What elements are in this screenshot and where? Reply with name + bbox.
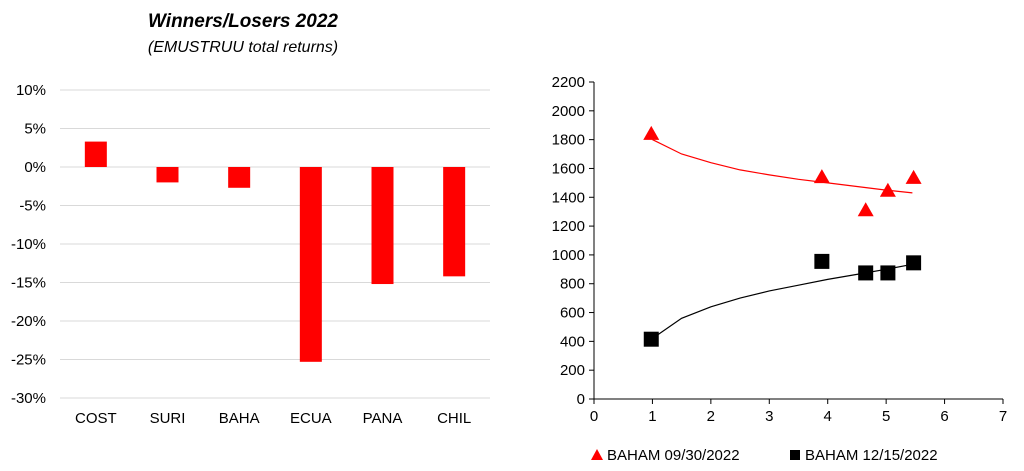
- y-axis-ticks: 10% 5% 0% -5% -10% -15% -20% -25% -30%: [11, 82, 46, 407]
- y-tick-label: 2200: [552, 74, 585, 91]
- point-triangle: [879, 182, 896, 197]
- x-tick-label: SURI: [150, 410, 186, 427]
- y-tick-label: -10%: [11, 236, 46, 253]
- y-tick-label: 200: [560, 362, 585, 379]
- x-tick-label: CHIL: [437, 410, 471, 427]
- bar-chart: Winners/Losers 2022 (EMUSTRUU total retu…: [11, 11, 490, 427]
- trendlines: [652, 139, 913, 339]
- chart-subtitle: (EMUSTRUU total returns): [148, 39, 338, 56]
- y-tick-label: 10%: [16, 82, 46, 99]
- y-tick-label: 2000: [552, 103, 585, 120]
- x-axis-ticks: 0 1 2 3 4 5 6 7: [590, 399, 1007, 425]
- y-tick-label: -5%: [19, 198, 46, 215]
- y-tick-label: 1600: [552, 160, 585, 177]
- point-triangle: [857, 202, 874, 217]
- y-tick-label: 0%: [24, 159, 46, 176]
- x-axis-ticks: COST SURI BAHA ECUA PANA CHIL: [75, 410, 471, 427]
- axes: [593, 82, 1003, 400]
- x-tick-label: PANA: [363, 410, 403, 427]
- point-triangle: [813, 169, 830, 184]
- x-tick-label: COST: [75, 410, 117, 427]
- y-tick-label: 1200: [552, 218, 585, 235]
- x-tick-label: 0: [590, 408, 598, 425]
- point-square: [858, 265, 874, 281]
- legend-marker-square: [790, 450, 800, 460]
- legend: BAHAM 09/30/2022 BAHAM 12/15/2022: [591, 447, 938, 464]
- legend-label: BAHAM 09/30/2022: [607, 447, 740, 464]
- bar-cost: [84, 141, 107, 167]
- point-square: [906, 255, 922, 271]
- legend-marker-triangle: [591, 449, 603, 460]
- bar-series: [84, 141, 466, 362]
- grid-lines: [60, 89, 490, 399]
- point-triangle: [643, 125, 660, 140]
- y-tick-label: 1400: [552, 189, 585, 206]
- bar-suri: [156, 167, 179, 183]
- x-tick-label: 5: [882, 408, 890, 425]
- bar-pana: [371, 167, 394, 285]
- x-tick-label: BAHA: [219, 410, 260, 427]
- bar-chil: [443, 167, 466, 277]
- y-tick-label: -20%: [11, 313, 46, 330]
- point-triangle: [905, 169, 922, 184]
- y-tick-label: -15%: [11, 275, 46, 292]
- trendline-series-1: [652, 139, 913, 194]
- trendline-series-2: [652, 263, 913, 339]
- y-tick-label: 600: [560, 305, 585, 322]
- x-tick-label: 3: [765, 408, 773, 425]
- x-tick-label: 1: [648, 408, 656, 425]
- x-tick-label: 4: [824, 408, 832, 425]
- bar-baha: [228, 167, 251, 188]
- x-tick-label: 7: [999, 408, 1007, 425]
- x-tick-label: 2: [707, 408, 715, 425]
- y-tick-label: 1800: [552, 132, 585, 149]
- y-tick-label: -30%: [11, 390, 46, 407]
- y-tick-label: 1000: [552, 247, 585, 264]
- bar-ecua: [299, 167, 322, 362]
- y-tick-label: 400: [560, 333, 585, 350]
- point-square: [880, 265, 896, 281]
- point-square: [814, 253, 830, 269]
- y-tick-label: 0: [577, 391, 585, 408]
- y-axis-ticks: 0 200 400 600 800 1000 1200 1400 1600 1800 2000 220…: [552, 74, 594, 408]
- x-tick-label: 6: [940, 408, 948, 425]
- y-tick-label: 5%: [24, 121, 46, 138]
- scatter-chart: 0 200 400 600 800 1000 1200 1400 1600 1800 2000 220…: [552, 74, 1008, 464]
- legend-label: BAHAM 12/15/2022: [805, 447, 938, 464]
- y-tick-label: 800: [560, 276, 585, 293]
- y-tick-label: -25%: [11, 352, 46, 369]
- scatter-points: [643, 125, 922, 347]
- point-square: [643, 331, 659, 347]
- chart-title: Winners/Losers 2022: [148, 11, 338, 32]
- x-tick-label: ECUA: [290, 410, 332, 427]
